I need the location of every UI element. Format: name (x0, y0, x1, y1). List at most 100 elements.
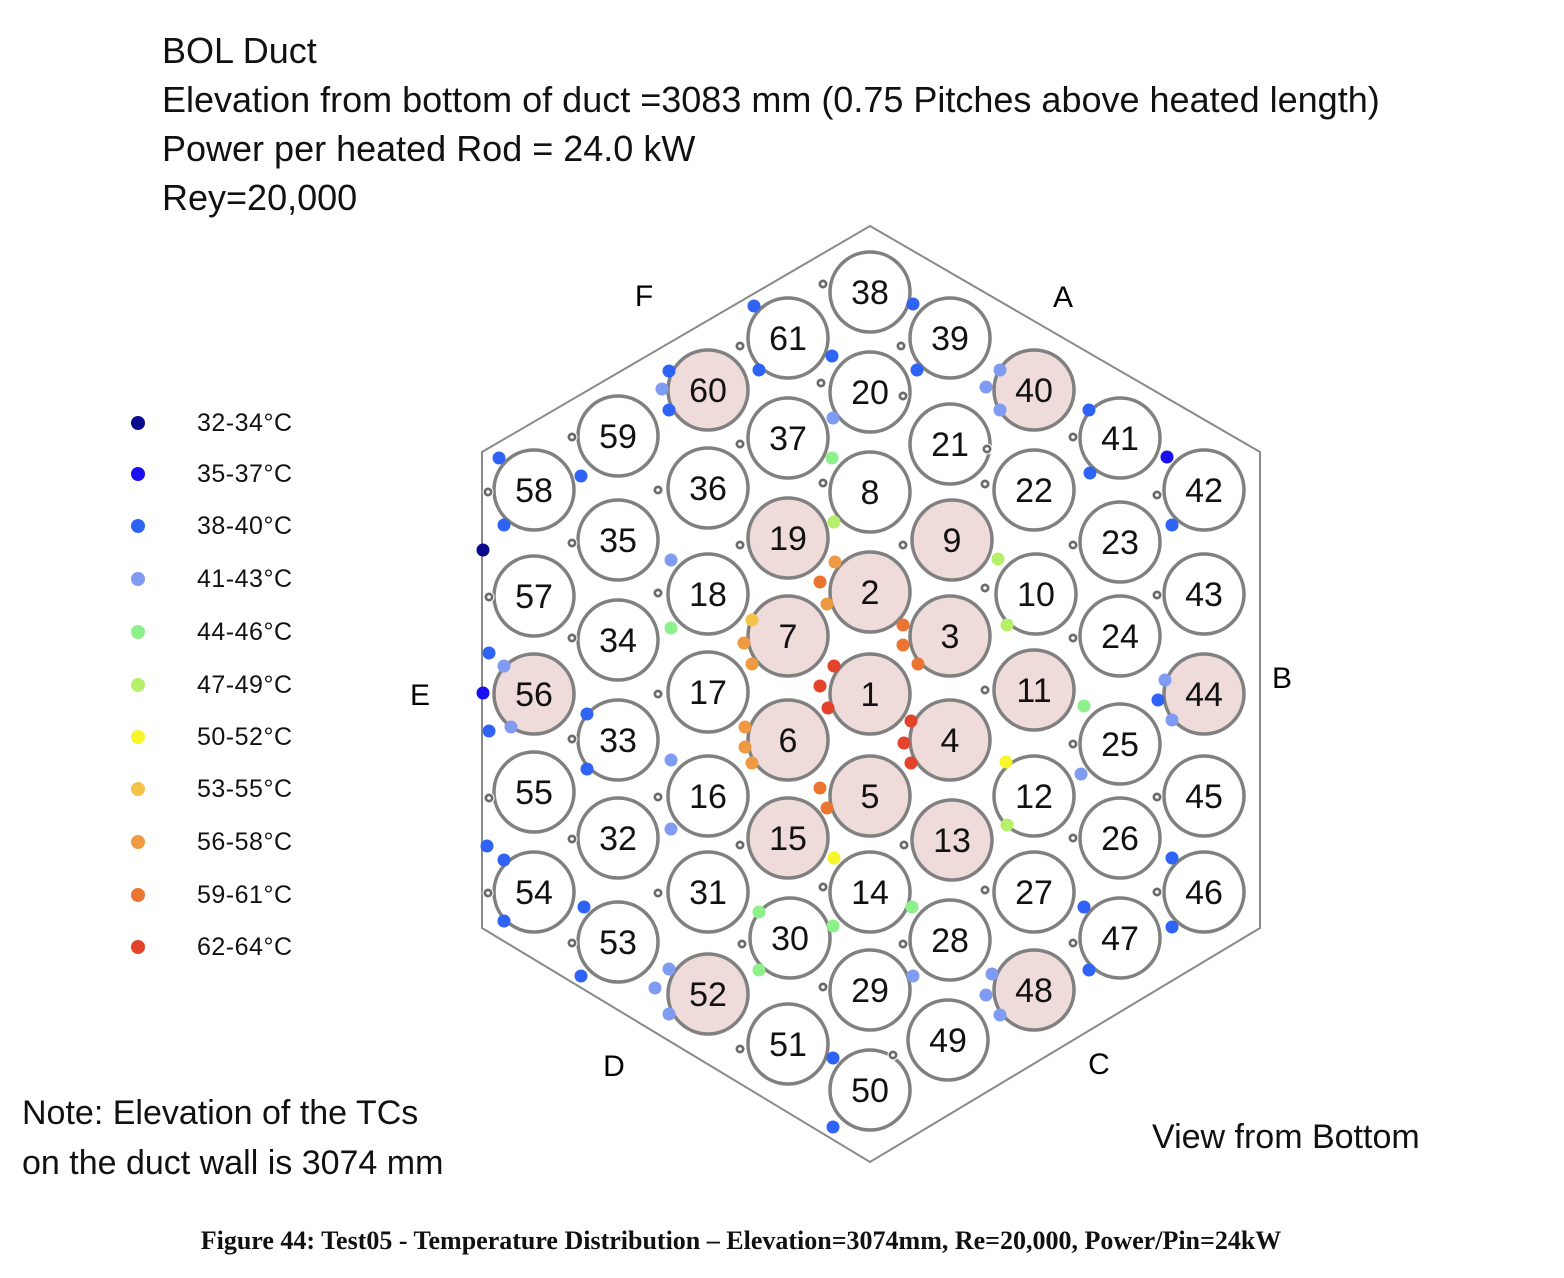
unheated-rod-circle (908, 296, 992, 380)
wire-marker-center (738, 843, 742, 847)
thermocouple-dot (897, 736, 911, 750)
rod-15: 15 (746, 796, 830, 880)
legend-label: 38-40°C (197, 511, 293, 540)
unheated-rod-circle (908, 402, 992, 486)
elevation-note: Note: Elevation of the TCs on the duct w… (22, 1088, 443, 1188)
note-line-2: on the duct wall is 3074 mm (22, 1144, 444, 1182)
side-label-c: C (1088, 1048, 1110, 1081)
view-label: View from Bottom (1152, 1118, 1420, 1156)
thermocouple-dot (828, 555, 842, 569)
rod-number: 14 (851, 874, 889, 912)
rod-number: 17 (689, 674, 727, 712)
thermocouple-dot (820, 801, 834, 815)
header-elevation: Elevation from bottom of duct =3083 mm (… (162, 79, 1380, 120)
thermocouple-dot (476, 686, 490, 700)
unheated-rod-circle (828, 450, 912, 534)
rod-number: 11 (1016, 672, 1051, 710)
unheated-rod-circle (828, 1048, 912, 1132)
rod-number: 13 (933, 822, 971, 860)
thermocouple-dot (1160, 450, 1174, 464)
legend-item: 53-55°C (120, 769, 293, 809)
rod-number: 15 (769, 820, 807, 858)
rod-number: 57 (515, 578, 553, 616)
rod-number: 55 (515, 774, 553, 812)
rod-4: 4 (908, 698, 992, 782)
rod-number: 60 (689, 372, 727, 410)
unheated-rod-circle (666, 446, 750, 530)
rod-16: 16 (666, 754, 750, 838)
rod-57: 57 (492, 554, 576, 638)
rod-number: 12 (1015, 778, 1053, 816)
rod-11: 11 (992, 648, 1076, 732)
diagram-header: BOL Duct Elevation from bottom of duct =… (162, 26, 1380, 222)
header-power: Power per heated Rod = 24.0 kW (162, 128, 696, 169)
thermocouple-dot (1082, 963, 1096, 977)
thermocouple-dot (979, 380, 993, 394)
rod-27: 27 (992, 850, 1076, 934)
thermocouple-dot (813, 781, 827, 795)
heated-rod-circle (746, 698, 830, 782)
thermocouple-dot (825, 451, 839, 465)
rod-number: 22 (1015, 472, 1053, 510)
rod-59: 59 (576, 394, 660, 478)
unheated-rod-circle (666, 650, 750, 734)
heated-rod-circle (746, 796, 830, 880)
rod-7: 7 (746, 594, 830, 678)
thermocouple-dot (504, 720, 518, 734)
thermocouple-dot (480, 839, 494, 853)
legend-dot (131, 519, 145, 533)
rod-number: 10 (1017, 576, 1055, 614)
unheated-rod-circle (492, 850, 576, 934)
legend-item: 41-43°C (120, 559, 293, 599)
wire-marker-center (570, 837, 574, 841)
rod-3: 3 (908, 594, 992, 678)
thermocouple-dot (662, 962, 676, 976)
legend-label: 59-61°C (197, 880, 293, 909)
rod-1: 1 (828, 652, 912, 736)
unheated-rod-circle (576, 598, 660, 682)
unheated-rod-circle (828, 350, 912, 434)
side-label-e: E (410, 679, 430, 712)
unheated-rod-circle (992, 754, 1076, 838)
rod-number: 39 (931, 320, 969, 358)
unheated-rod-circle (666, 850, 750, 934)
rod-44: 44 (1162, 652, 1246, 736)
legend-dot (131, 572, 145, 586)
thermocouple-dot (1074, 767, 1088, 781)
rod-26: 26 (1078, 796, 1162, 880)
rod-46: 46 (1162, 850, 1246, 934)
heated-rod-circle (746, 594, 830, 678)
rod-number: 44 (1185, 676, 1223, 714)
rod-number: 54 (515, 874, 553, 912)
wire-marker-center (487, 595, 491, 599)
rod-32: 32 (576, 796, 660, 880)
wire-marker-center (1155, 493, 1159, 497)
rod-56: 56 (492, 652, 576, 736)
thermocouple-dot (904, 756, 918, 770)
rod-number: 21 (931, 426, 969, 464)
heated-rod-circle (908, 594, 992, 678)
thermocouple-dot (827, 515, 841, 529)
thermocouple-dot (1077, 900, 1091, 914)
legend-label: 62-64°C (197, 932, 293, 961)
rod-6: 6 (746, 698, 830, 782)
rod-58: 58 (492, 448, 576, 532)
thermocouple-dot (905, 900, 919, 914)
thermocouple-dot (1083, 466, 1097, 480)
rod-number: 49 (929, 1022, 967, 1060)
wire-marker-center (821, 985, 825, 989)
heated-rod-circle (992, 948, 1076, 1032)
thermocouple-dot (662, 1007, 676, 1021)
thermocouple-dot (826, 1051, 840, 1065)
wire-marker-center (821, 885, 825, 889)
unheated-rod-circle (576, 796, 660, 880)
wire-marker-center (1155, 890, 1159, 894)
thermocouple-dot (482, 646, 496, 660)
legend-label: 32-34°C (197, 408, 293, 437)
rod-20: 20 (828, 350, 912, 434)
rod-number: 4 (941, 722, 960, 760)
legend-item: 50-52°C (120, 717, 293, 757)
rod-number: 28 (931, 922, 969, 960)
